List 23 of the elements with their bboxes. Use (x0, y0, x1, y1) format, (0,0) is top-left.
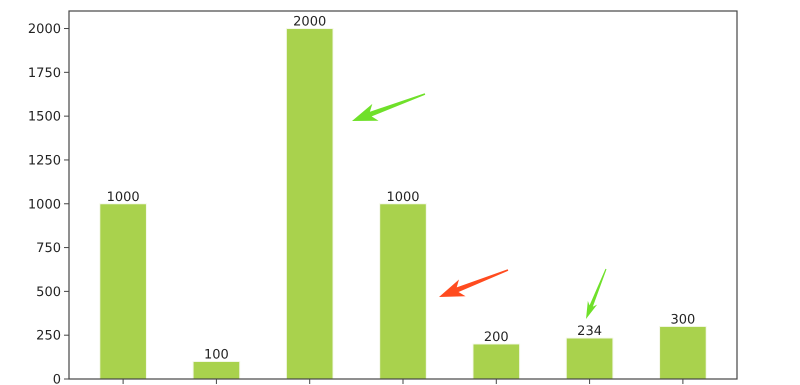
data-label: 1000 (106, 190, 140, 205)
bar (192, 360, 240, 380)
bar (472, 343, 520, 380)
bar (566, 337, 614, 380)
data-label: 100 (204, 347, 229, 362)
y-tick-label: 750 (36, 241, 61, 256)
y-tick-label: 250 (36, 328, 61, 344)
y-tick-label: 0 (52, 372, 61, 385)
data-label: 1000 (386, 190, 420, 205)
y-tick-label: 1000 (28, 197, 61, 212)
y-tick-label: 1500 (28, 110, 61, 125)
data-label: 300 (670, 312, 696, 328)
y-tick-label: 1250 (28, 154, 61, 168)
bar (286, 28, 334, 380)
bar (99, 203, 147, 380)
data-label: 200 (484, 330, 509, 345)
bar (379, 203, 427, 380)
data-label: 234 (577, 324, 602, 339)
bar (659, 326, 707, 380)
y-tick-label: 1750 (28, 66, 61, 81)
y-tick-label: 500 (36, 284, 61, 300)
y-tick-label: 2000 (28, 22, 61, 38)
data-label: 2000 (293, 14, 326, 30)
